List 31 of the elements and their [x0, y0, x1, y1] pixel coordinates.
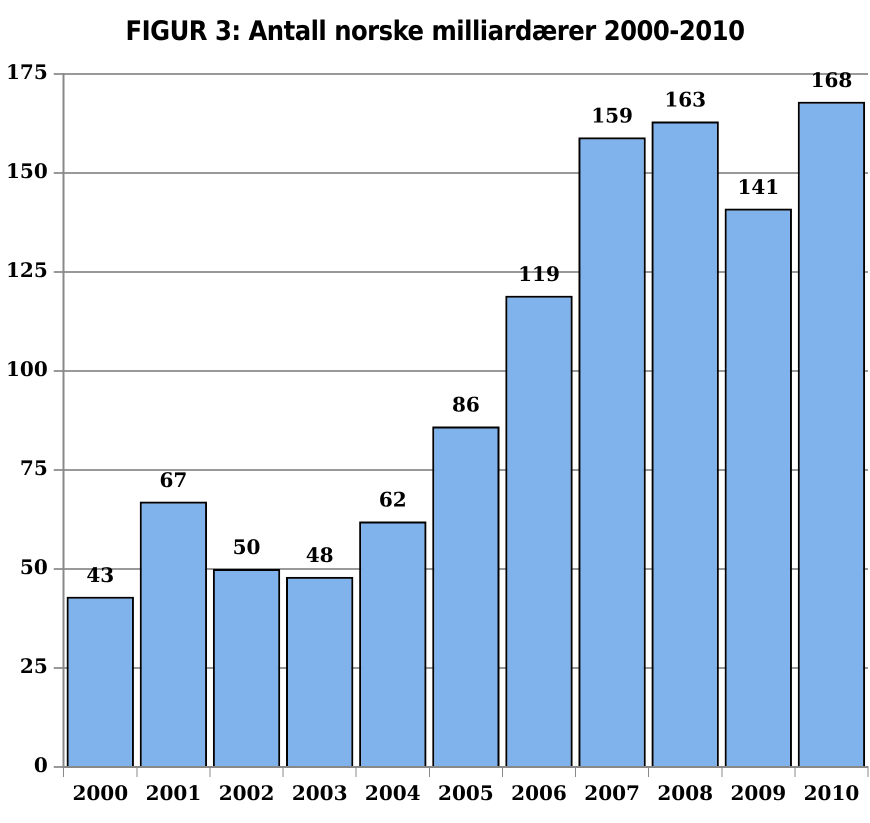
y-tick-label: 50: [20, 555, 48, 580]
y-tick-label: 75: [20, 456, 48, 480]
x-tick-label: 2001: [146, 781, 202, 806]
y-tick-label: 100: [6, 357, 48, 382]
y-tick-label: 0: [34, 753, 48, 778]
x-tick-label: 2002: [218, 781, 274, 806]
y-tick-label: 125: [6, 258, 48, 282]
data-label: 48: [306, 543, 334, 568]
y-tick-label: 150: [6, 159, 48, 184]
data-label: 43: [86, 562, 114, 587]
x-tick-label: 2005: [438, 781, 494, 806]
chart-title: FIGUR 3: Antall norske milliardærer 2000-2010: [124, 16, 746, 49]
y-tick-label: 25: [20, 654, 48, 678]
data-label: 163: [664, 88, 706, 112]
data-label: 67: [159, 468, 188, 492]
x-tick-label: 2010: [804, 781, 860, 806]
data-label: 159: [591, 104, 633, 128]
data-label: 119: [518, 262, 560, 286]
x-tick-label: 2007: [584, 781, 640, 806]
data-label: 62: [378, 488, 407, 512]
data-label: 50: [232, 535, 260, 560]
x-tick-label: 2006: [511, 781, 567, 806]
x-tick-label: 2004: [364, 781, 421, 806]
x-tick-label: 2008: [657, 781, 714, 806]
data-label: 86: [452, 392, 480, 417]
x-tick-label: 2009: [730, 781, 786, 806]
x-tick-label: 2003: [292, 781, 348, 806]
y-tick-label: 175: [6, 60, 48, 84]
x-tick-label: 2000: [72, 781, 128, 806]
data-label: 168: [810, 68, 852, 92]
data-label: 141: [737, 174, 780, 199]
